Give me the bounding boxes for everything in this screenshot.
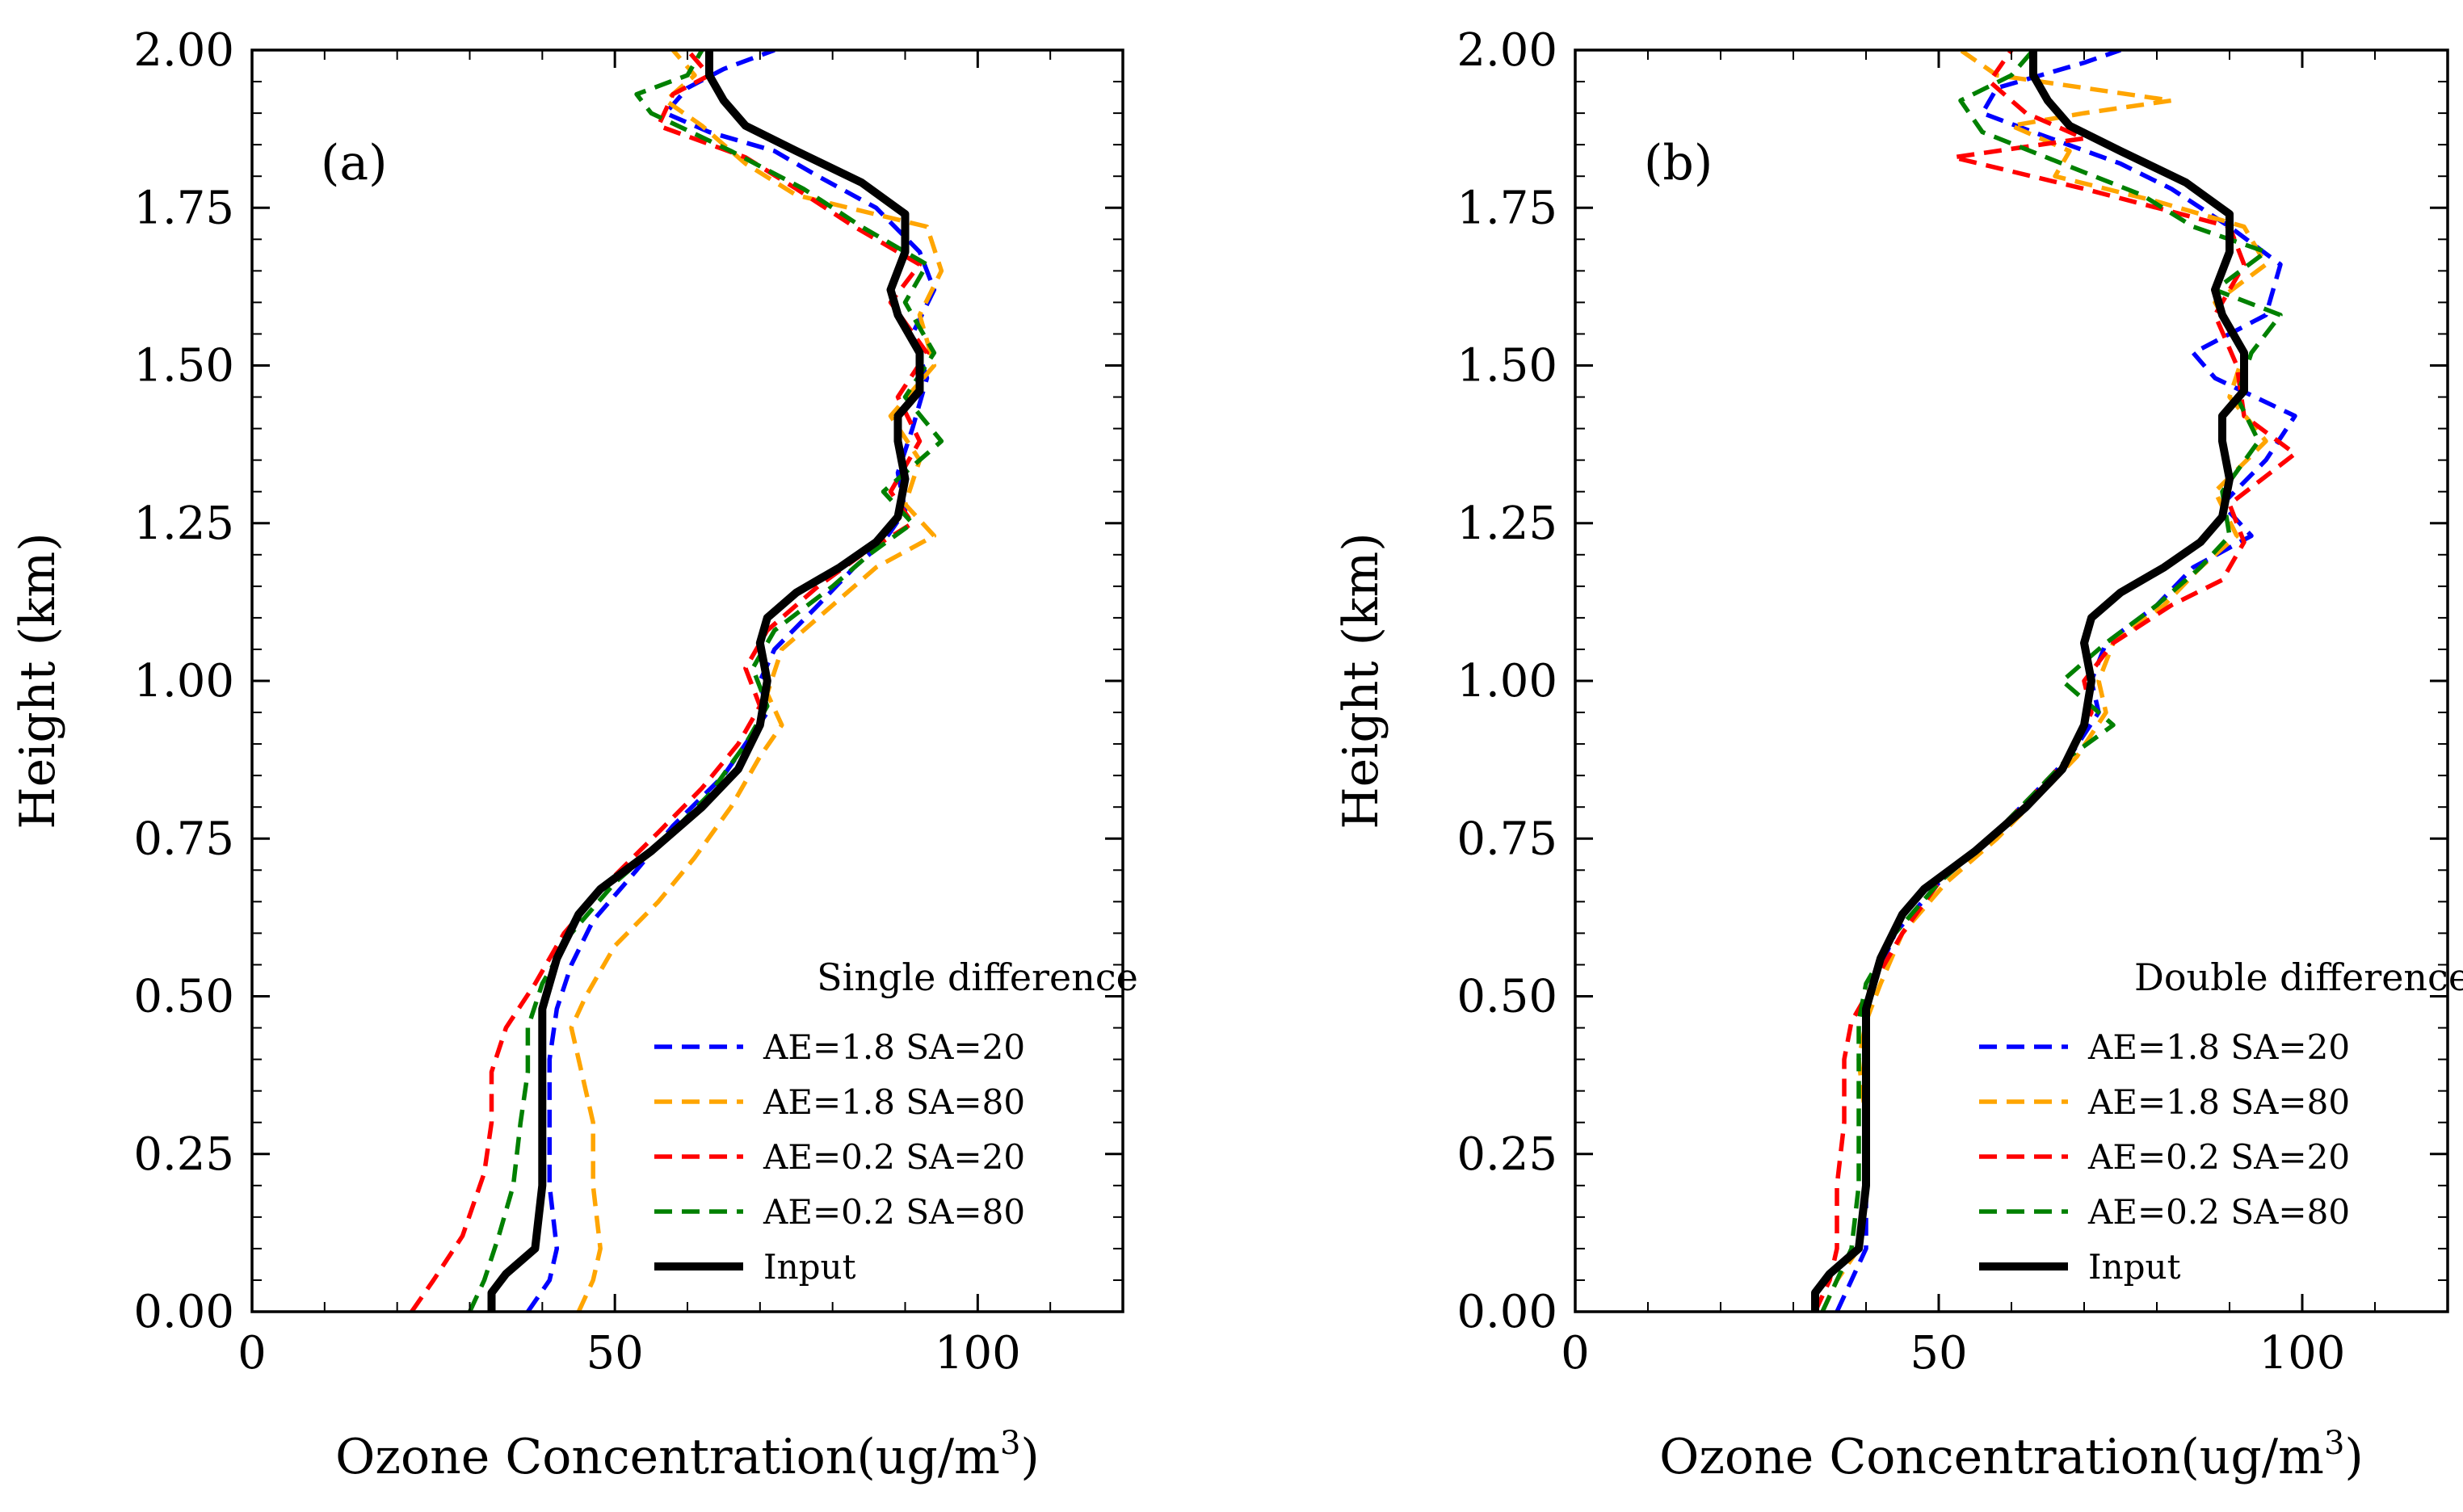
x-tick-label: 50 xyxy=(1910,1327,1967,1380)
series-line-input xyxy=(1811,50,2248,1312)
panel-b: 0 50 100 0.00 0.25 0.50 0.75 1.00 1.25 1.50 1.75 2.… xyxy=(1333,24,2463,1485)
legend-label: AE=0.2 SA=20 xyxy=(2087,1137,2350,1177)
x-tick-label: 100 xyxy=(935,1327,1021,1380)
legend-title: Double difference xyxy=(2134,956,2463,999)
y-axis-title: Height (km) xyxy=(10,532,66,829)
x-tick-label: 50 xyxy=(586,1327,644,1380)
series-line-ae-1-8-sa-80 xyxy=(1820,50,2268,1312)
y-tick-label: 2.00 xyxy=(133,24,234,77)
y-tick-label: 0.50 xyxy=(1456,971,1557,1023)
legend-label: AE=0.2 SA=80 xyxy=(763,1192,1025,1232)
plot-frame xyxy=(250,48,1124,1313)
x-axis-title-close: ) xyxy=(1020,1429,1039,1485)
y-tick-label: 1.00 xyxy=(1456,655,1557,708)
y-tick-label: 1.50 xyxy=(1456,340,1557,393)
series-group xyxy=(1811,50,2297,1312)
y-tick-label: 1.00 xyxy=(133,655,234,708)
legend-label: Input xyxy=(2088,1247,2181,1287)
series-line-ae-0-2-sa-80 xyxy=(1820,50,2283,1312)
y-tick-label: 1.75 xyxy=(1456,182,1557,234)
x-axis-title-main: Ozone Concentration(ug/m xyxy=(1659,1429,2324,1485)
y-tick-label: 0.50 xyxy=(133,971,234,1023)
legend-label: AE=1.8 SA=20 xyxy=(763,1027,1025,1067)
series-group xyxy=(410,50,944,1312)
legend: Double difference AE=1.8 SA=20 AE=1.8 SA=8… xyxy=(1979,956,2463,1287)
legend-label: AE=0.2 SA=20 xyxy=(763,1137,1025,1177)
x-tick-label: 0 xyxy=(237,1327,267,1380)
x-tick-label: 0 xyxy=(1561,1327,1590,1380)
legend-title: Single difference xyxy=(817,956,1138,999)
y-tick-label: 0.25 xyxy=(133,1128,234,1181)
y-tick-label: 1.25 xyxy=(1456,498,1557,550)
x-axis-title-superscript: 3 xyxy=(1000,1425,1020,1462)
y-tick-label: 1.50 xyxy=(133,340,234,393)
y-tick-label: 0.75 xyxy=(133,813,234,865)
legend: Single difference AE=1.8 SA=20 AE=1.8 SA=8… xyxy=(654,956,1138,1287)
legend-label: AE=1.8 SA=80 xyxy=(2087,1082,2350,1122)
x-axis-title: Ozone Concentration(ug/m3) xyxy=(1659,1425,2364,1485)
legend-label: AE=0.2 SA=80 xyxy=(2087,1192,2350,1232)
x-axis-title-close: ) xyxy=(2344,1429,2363,1485)
y-tick-label: 0.00 xyxy=(133,1286,234,1338)
y-axis-title: Height (km) xyxy=(1333,532,1389,829)
x-axis-title: Ozone Concentration(ug/m3) xyxy=(335,1425,1040,1485)
plot-frame xyxy=(1574,48,2449,1313)
series-line-ae-0-2-sa-80 xyxy=(468,50,944,1312)
x-axis-title-superscript: 3 xyxy=(2324,1425,2344,1462)
legend-label: AE=1.8 SA=80 xyxy=(763,1082,1025,1122)
y-tick-label: 1.75 xyxy=(133,182,234,234)
series-line-ae-0-2-sa-20 xyxy=(1813,50,2297,1312)
panel-label: (b) xyxy=(1644,135,1713,191)
panel-a: 0 50 100 0.00 0.25 0.50 0.75 1.00 1.25 1.50 1.75 2.… xyxy=(10,24,1138,1485)
y-tick-label: 0.75 xyxy=(1456,813,1557,865)
x-axis-title-main: Ozone Concentration(ug/m xyxy=(335,1429,1000,1485)
y-tick-label: 2.00 xyxy=(1456,24,1557,77)
legend-label: AE=1.8 SA=20 xyxy=(2087,1027,2350,1067)
panel-label: (a) xyxy=(321,135,388,191)
series-line-ae-1-8-sa-20 xyxy=(526,50,937,1312)
y-tick-label: 0.25 xyxy=(1456,1128,1557,1181)
x-tick-label: 100 xyxy=(2259,1327,2346,1380)
y-tick-label: 1.25 xyxy=(133,498,234,550)
series-line-input xyxy=(487,50,924,1312)
legend-label: Input xyxy=(763,1247,856,1287)
series-line-ae-0-2-sa-20 xyxy=(410,50,930,1312)
y-tick-label: 0.00 xyxy=(1456,1286,1557,1338)
